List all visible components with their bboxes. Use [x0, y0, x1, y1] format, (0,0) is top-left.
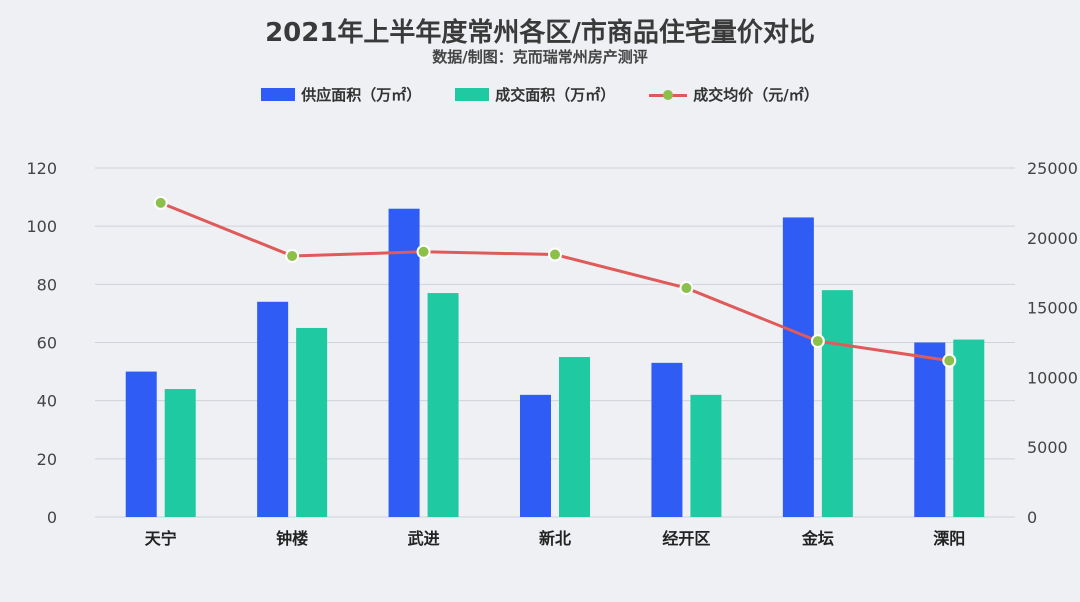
y-tick-label: 0: [47, 508, 57, 527]
y-tick-label: 20: [37, 450, 57, 469]
legend-swatch-price: [649, 88, 688, 102]
chart-subtitle: 数据/制图：克而瑞常州房产测评: [432, 48, 648, 66]
legend-item-deal[interactable]: 成交面积（万㎡）: [455, 84, 615, 105]
legend-swatch-supply: [261, 88, 296, 101]
x-axis: 天宁 钟楼 武进 新北 经开区 金坛 溧阳: [145, 529, 966, 548]
y-tick-label: 80: [37, 275, 57, 294]
legend-label-deal: 成交面积（万㎡）: [495, 86, 616, 104]
y2-tick-label: 0: [1027, 508, 1037, 527]
grid-lines: [95, 167, 1015, 518]
y2-tick-label: 20000: [1027, 229, 1078, 248]
x-tick-label: 钟楼: [276, 529, 308, 548]
bar-deal[interactable]: [821, 290, 853, 517]
y2-tick-label: 25000: [1027, 159, 1078, 178]
x-tick-label: 武进: [408, 529, 440, 548]
y2-tick-label: 5000: [1027, 438, 1068, 457]
y-tick-label: 40: [37, 392, 57, 411]
price-point[interactable]: [153, 195, 168, 210]
legend-item-supply[interactable]: 供应面积（万㎡）: [261, 84, 421, 105]
bar-deal[interactable]: [559, 357, 590, 517]
x-tick-label: 金坛: [801, 529, 834, 548]
y2-tick-label: 10000: [1027, 368, 1078, 387]
price-point[interactable]: [679, 281, 694, 296]
x-tick-label: 经开区: [662, 529, 710, 548]
price-point[interactable]: [548, 247, 562, 262]
legend-swatch-deal: [455, 88, 490, 101]
y-tick-label: 120: [26, 159, 57, 178]
bar-supply[interactable]: [782, 217, 814, 518]
bar-supply[interactable]: [520, 394, 551, 517]
bar-supply[interactable]: [651, 362, 683, 517]
bar-deal[interactable]: [953, 339, 985, 517]
y-tick-label: 100: [26, 217, 57, 236]
y-axis-left: 0 20 40 60 80 100 120: [26, 159, 57, 527]
bar-supply[interactable]: [257, 301, 289, 517]
bar-supply[interactable]: [914, 342, 946, 518]
price-point[interactable]: [285, 248, 300, 263]
x-tick-label: 溧阳: [933, 529, 965, 548]
x-tick-label: 天宁: [145, 529, 177, 548]
price-point[interactable]: [942, 353, 957, 368]
bar-series: [125, 208, 985, 518]
price-point[interactable]: [416, 244, 431, 259]
bar-deal[interactable]: [164, 389, 196, 517]
y-tick-label: 60: [37, 334, 57, 353]
legend-label-price: 成交均价（元/㎡）: [693, 86, 819, 104]
price-line-series: [153, 195, 957, 368]
chart-legend: 供应面积（万㎡） 成交面积（万㎡） 成交均价（元/㎡）: [0, 84, 1080, 105]
bar-deal[interactable]: [296, 327, 328, 517]
y-axis-right: 0 5000 10000 15000 20000 25000: [1027, 159, 1078, 527]
bar-deal[interactable]: [427, 293, 459, 517]
chart-title: 2021年上半年度常州各区/市商品住宅量价对比: [265, 18, 815, 48]
x-tick-label: 新北: [539, 529, 571, 548]
bar-supply[interactable]: [125, 371, 157, 517]
legend-label-supply: 供应面积（万㎡）: [301, 86, 422, 104]
bar-supply[interactable]: [388, 208, 420, 517]
y2-tick-label: 15000: [1027, 299, 1078, 318]
legend-item-price[interactable]: 成交均价（元/㎡）: [649, 84, 819, 105]
price-point[interactable]: [810, 334, 825, 349]
bar-deal[interactable]: [690, 394, 722, 517]
